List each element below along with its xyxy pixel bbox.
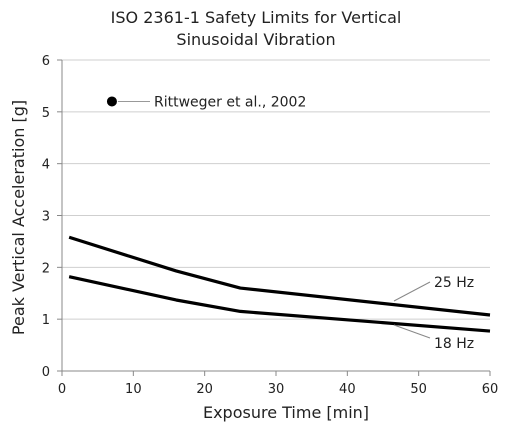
y-tick-label-2: 2 [42,261,50,276]
series-label-18hz: 18 Hz [434,336,474,352]
series-line-18-hz [68,275,491,333]
x-tick-label-20: 20 [196,382,213,397]
y-axis-label: Peak Vertical Acceleration [g] [9,100,28,335]
chart-title-line1: ISO 2361-1 Safety Limits for Vertical [110,8,402,27]
series-line-25-hz [68,235,491,317]
x-axis-label: Exposure Time [min] [203,403,369,422]
x-tick-label-30: 30 [268,382,285,397]
chart-title-line2: Sinusoidal Vibration [176,30,336,49]
x-tick-label-0: 0 [58,382,66,397]
leader-line-18hz [393,324,431,339]
y-tick-label-6: 6 [42,54,50,69]
point-label-rittweger: Rittweger et al., 2002 [154,94,306,110]
x-tick-label-50: 50 [410,382,427,397]
x-tick-label-10: 10 [125,382,142,397]
y-tick-label-4: 4 [42,158,50,173]
y-tick-label-3: 3 [42,210,50,225]
data-point-rittweger [106,96,117,107]
y-tick-label-1: 1 [42,313,50,328]
x-tick-label-40: 40 [339,382,356,397]
leader-line-25hz [393,281,431,302]
y-tick-label-5: 5 [42,106,50,121]
series-label-25hz: 25 Hz [434,275,474,291]
x-tick-label-60: 60 [482,382,499,397]
y-tick-label-0: 0 [42,365,50,380]
